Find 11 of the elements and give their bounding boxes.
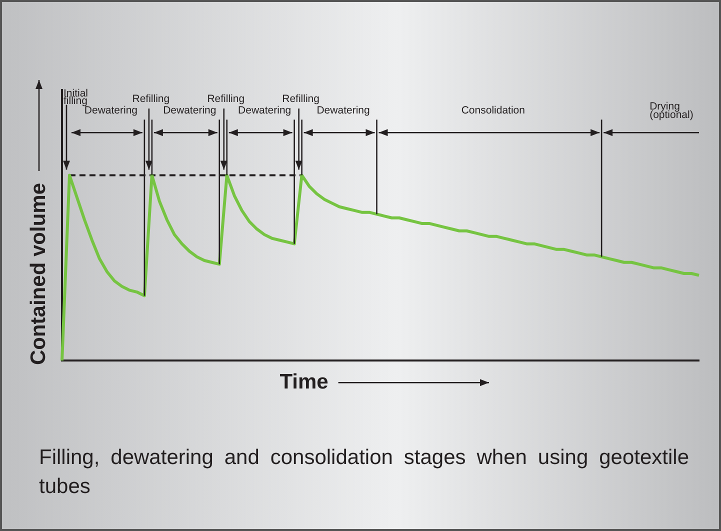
text: Filling, dewatering and consolidation stages when using geotextile tubes — [39, 445, 689, 500]
text: Consolidation — [461, 104, 526, 116]
y-axis-title: Contained volume — [26, 182, 50, 366]
text: Dewatering — [163, 104, 216, 116]
text: Dewatering — [238, 104, 292, 116]
text: Drying (optional) — [650, 100, 694, 121]
text: Dewatering — [316, 104, 370, 116]
text: Refilling — [132, 93, 170, 106]
text: Refilling — [282, 93, 320, 106]
x-axis-title: Time — [280, 370, 328, 394]
text: Refilling — [207, 93, 245, 106]
